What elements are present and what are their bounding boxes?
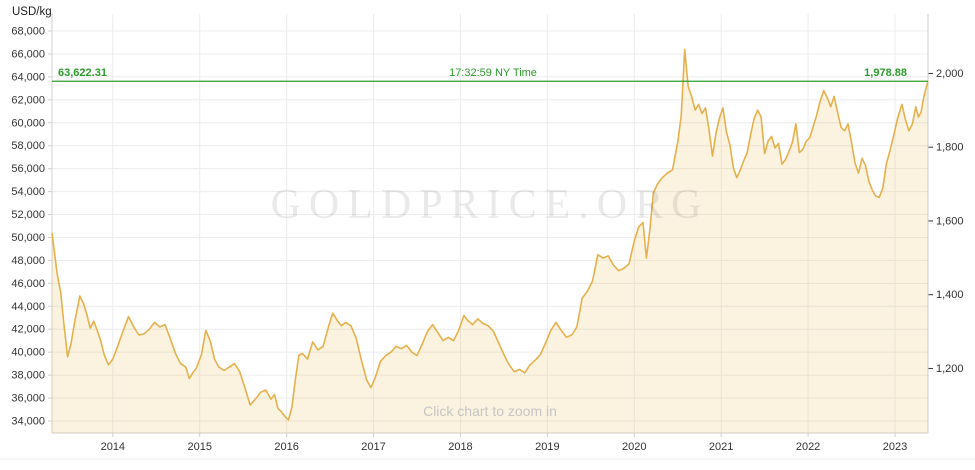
y-axis-label-left: 46,000 bbox=[11, 278, 45, 290]
x-axis-label: 2015 bbox=[187, 441, 211, 453]
goldprice-watermark: GOLDPRICE.ORG bbox=[270, 182, 710, 228]
y-axis-label-right: 1,200 bbox=[936, 363, 964, 375]
y-axis-label-left: 62,000 bbox=[11, 94, 45, 106]
current-price-usd-oz: 1,978.88 bbox=[864, 67, 907, 80]
y-axis-label-left: 60,000 bbox=[11, 117, 45, 129]
y-axis-label-right: 1,600 bbox=[936, 215, 964, 227]
y-axis-label-left: 38,000 bbox=[11, 370, 45, 382]
x-axis-label: 2017 bbox=[361, 441, 385, 453]
y-axis-label-right: 2,000 bbox=[936, 68, 964, 80]
y-axis-label-left: 40,000 bbox=[11, 347, 45, 359]
x-axis-label: 2018 bbox=[448, 441, 472, 453]
x-axis-label: 2014 bbox=[101, 441, 125, 453]
x-axis-label: 2021 bbox=[709, 441, 733, 453]
y-axis-label-left: 52,000 bbox=[11, 209, 45, 221]
x-axis-label: 2022 bbox=[796, 441, 820, 453]
ny-time-label: 17:32:59 NY Time bbox=[449, 67, 537, 80]
y-axis-label-left: 44,000 bbox=[11, 301, 45, 313]
y-axis-label-left: 50,000 bbox=[11, 232, 45, 244]
y-axis-label-left: 56,000 bbox=[11, 163, 45, 175]
y-axis-label-left: 48,000 bbox=[11, 255, 45, 267]
price-line bbox=[51, 48, 929, 421]
y-axis-label-right: 1,800 bbox=[936, 142, 964, 154]
y-axis-label-left: 66,000 bbox=[11, 48, 45, 60]
x-axis-label: 2020 bbox=[622, 441, 646, 453]
y-axis-label-left: 58,000 bbox=[11, 140, 45, 152]
current-price-usd-kg: 63,622.31 bbox=[58, 67, 107, 80]
y-axis-label-left: 54,000 bbox=[11, 186, 45, 198]
y-axis-label-left: 68,000 bbox=[11, 26, 45, 38]
x-axis-label: 2023 bbox=[883, 441, 907, 453]
y-axis-label-right: 1,400 bbox=[936, 289, 964, 301]
price-area bbox=[52, 49, 928, 434]
y-axis-label-left: 42,000 bbox=[11, 324, 45, 336]
unit-label: USD/kg bbox=[12, 6, 52, 18]
y-axis-label-left: 36,000 bbox=[11, 393, 45, 405]
y-axis-label-left: 34,000 bbox=[11, 416, 45, 428]
x-axis-label: 2016 bbox=[274, 441, 298, 453]
y-axis-label-left: 64,000 bbox=[11, 71, 45, 83]
x-axis-label: 2019 bbox=[535, 441, 559, 453]
zoom-hint-text: Click chart to zoom in bbox=[423, 403, 557, 419]
